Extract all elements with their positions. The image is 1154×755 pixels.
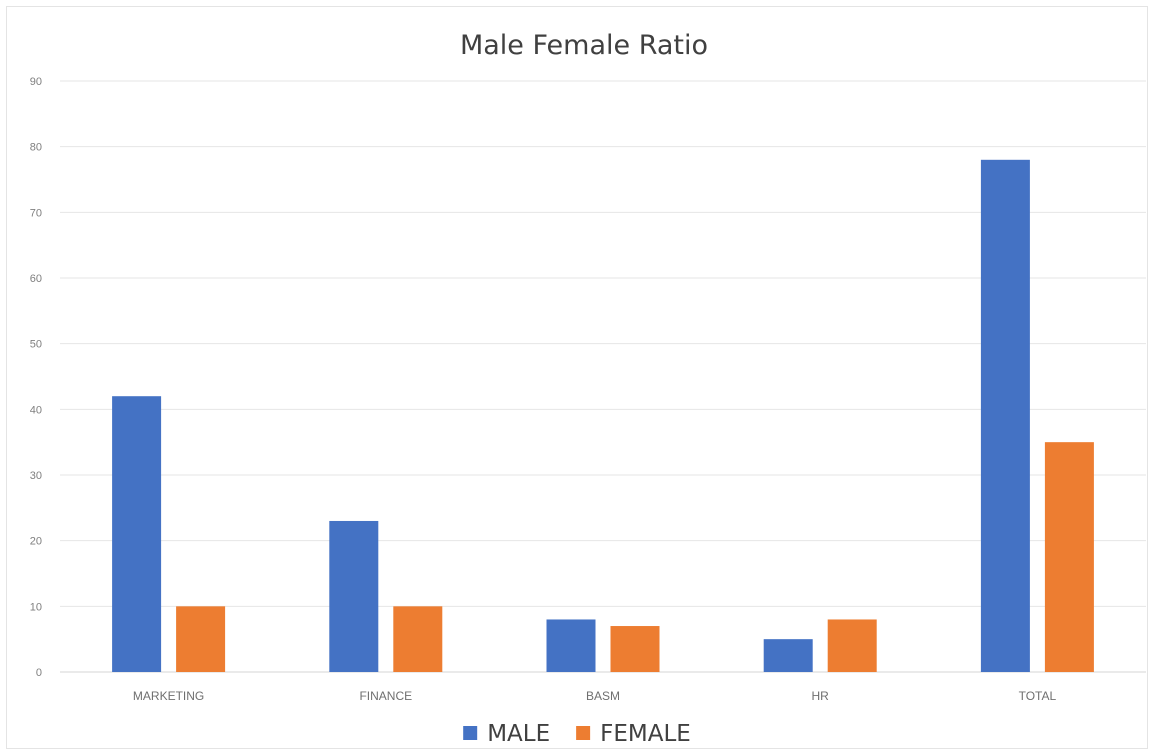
bar-female-basm (610, 626, 660, 672)
bar-male-marketing (112, 396, 162, 672)
x-tick-label: FINANCE (359, 689, 412, 703)
y-tick-label: 0 (36, 667, 42, 679)
legend-label-male: MALE (487, 721, 550, 747)
legend-swatch-male (463, 726, 478, 740)
x-tick-label: BASM (586, 689, 620, 703)
bar-female-marketing (176, 606, 226, 672)
legend-swatch-female (576, 726, 591, 740)
y-tick-label: 10 (30, 601, 42, 613)
legend-label-female: FEMALE (600, 721, 691, 747)
bar-male-total (980, 159, 1030, 673)
y-tick-label: 60 (30, 273, 42, 285)
bar-male-finance (329, 520, 379, 672)
y-tick-label: 90 (30, 76, 42, 88)
bar-female-hr (827, 619, 877, 672)
y-tick-label: 50 (30, 339, 42, 351)
y-axis: 0 10 20 30 40 50 60 70 80 90 (30, 76, 42, 679)
bar-female-total (1044, 442, 1094, 672)
legend: MALE FEMALE (463, 721, 691, 747)
gridlines (60, 80, 1146, 673)
bar-male-hr (763, 639, 813, 672)
x-tick-label: TOTAL (1019, 689, 1057, 703)
y-tick-label: 80 (30, 142, 42, 154)
chart-title: Male Female Ratio (460, 30, 708, 61)
bars (112, 159, 1094, 673)
bar-female-finance (393, 606, 443, 672)
x-tick-label: HR (812, 689, 830, 703)
y-tick-label: 40 (30, 404, 42, 416)
y-tick-label: 30 (30, 470, 42, 482)
x-tick-label: MARKETING (133, 689, 204, 703)
x-axis: MARKETING FINANCE BASM HR TOTAL (133, 689, 1057, 703)
y-tick-label: 20 (30, 536, 42, 548)
bar-male-basm (546, 619, 596, 672)
y-tick-label: 70 (30, 207, 42, 219)
